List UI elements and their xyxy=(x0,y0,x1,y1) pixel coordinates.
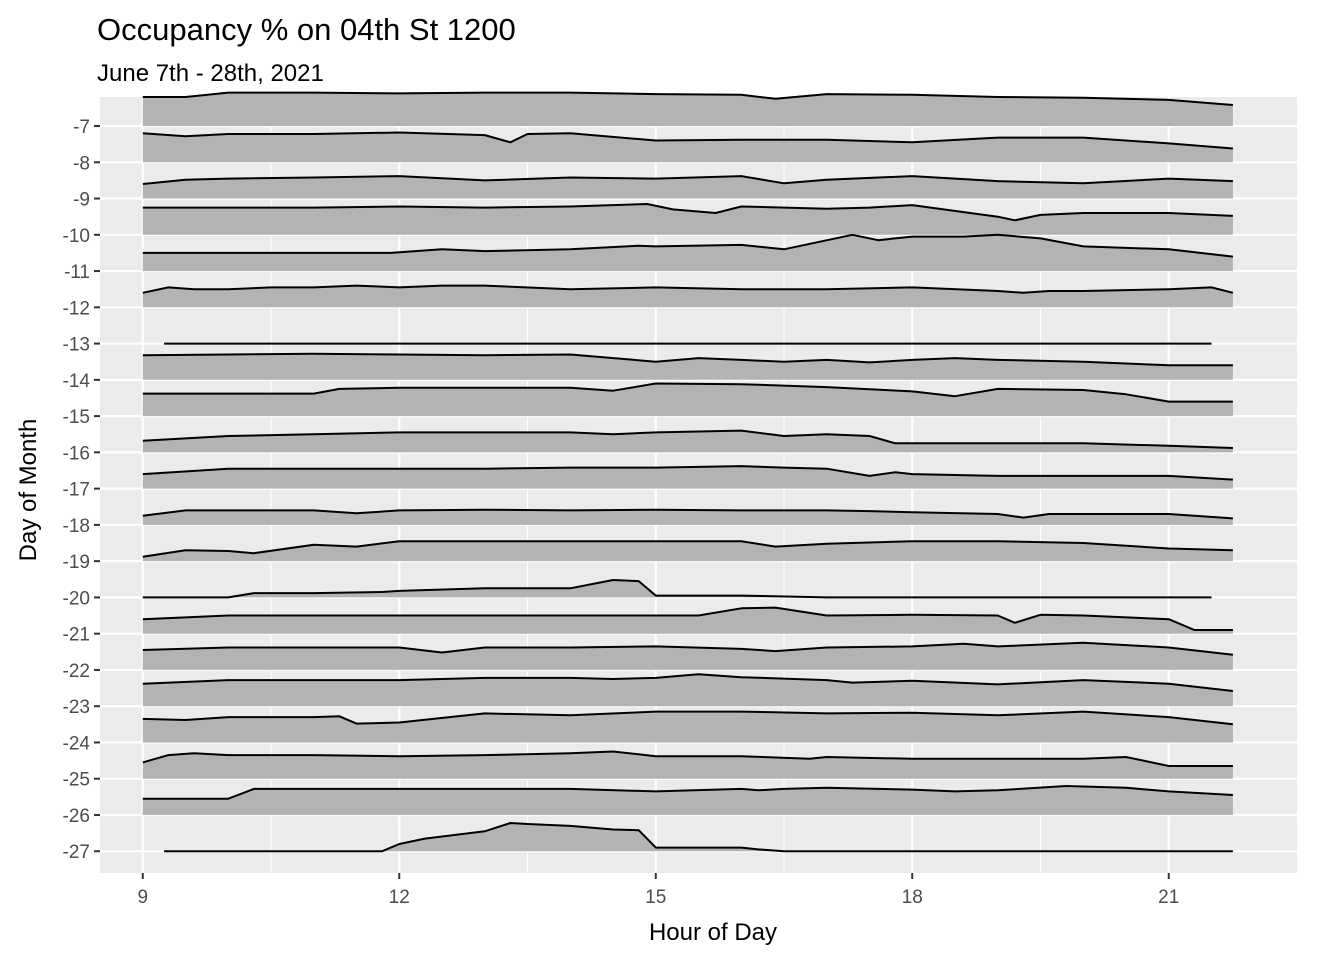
y-tick-label: -8 xyxy=(73,153,90,174)
ridge-fill xyxy=(142,353,1233,380)
ridge-fill xyxy=(142,176,1233,199)
y-axis-title: Day of Month xyxy=(15,419,42,562)
ridge-day-24 xyxy=(142,710,1234,743)
ridge-fill xyxy=(142,541,1233,562)
ridge-day-15 xyxy=(142,382,1233,417)
ridge-line xyxy=(142,131,1233,150)
x-tick-label: 9 xyxy=(137,887,148,908)
ridge-fill xyxy=(142,580,1212,598)
ridge-day-26 xyxy=(142,785,1233,815)
ridge-fill xyxy=(142,674,1233,707)
y-tick-label: -13 xyxy=(63,335,90,356)
ridge-line xyxy=(142,203,1233,222)
ridge-line xyxy=(142,429,1233,449)
y-tick-label: -7 xyxy=(73,117,90,138)
ridge-day-16 xyxy=(142,429,1233,453)
ridge-fill xyxy=(142,786,1233,815)
y-tick-label: -26 xyxy=(63,806,90,827)
ridge-line xyxy=(142,91,1233,106)
ridge-fill xyxy=(142,751,1233,779)
x-tick-label: 21 xyxy=(1158,887,1179,908)
ridge-fill xyxy=(142,430,1233,453)
ridge-day-7 xyxy=(142,91,1233,126)
y-tick-label: -18 xyxy=(63,516,90,537)
ridge-day-18 xyxy=(142,508,1233,525)
ridge-line xyxy=(142,465,1233,481)
y-tick-label: -12 xyxy=(63,298,90,319)
x-tick-label: 12 xyxy=(389,887,410,908)
ridge-day-10 xyxy=(142,203,1233,235)
y-tick-label: -15 xyxy=(63,407,90,428)
x-axis-title: Hour of Day xyxy=(649,919,777,946)
ridge-day-19 xyxy=(142,540,1233,562)
y-tick-label: -9 xyxy=(73,190,90,211)
ridge-line xyxy=(142,540,1233,558)
ridge-line xyxy=(142,710,1234,726)
ridge-line xyxy=(142,641,1234,656)
y-tick-label: -17 xyxy=(63,480,90,501)
ridge-fill xyxy=(142,466,1233,489)
ridge-line xyxy=(142,352,1233,367)
ridge-line xyxy=(142,508,1233,520)
ridge-fill xyxy=(142,285,1233,308)
y-tick-label: -11 xyxy=(64,262,90,283)
ridge-line xyxy=(142,673,1234,692)
ridge-fill xyxy=(164,823,1233,852)
ridge-fill xyxy=(142,234,1233,272)
ridge-day-23 xyxy=(142,673,1234,707)
chart-subtitle: June 7th - 28th, 2021 xyxy=(97,60,324,87)
y-tick-label: -23 xyxy=(63,697,90,718)
ridge-fill xyxy=(142,383,1233,417)
ridge-day-8 xyxy=(142,131,1233,163)
ridge-day-12 xyxy=(142,284,1234,308)
ridge-day-22 xyxy=(142,641,1234,670)
ridge-fill xyxy=(142,711,1233,743)
ridge-day-17 xyxy=(142,465,1233,489)
axes: 9 12 15 18 21 -7 -8 -9 -10 -11 -12 -13 -14 -15 -16 -17 -… xyxy=(63,117,1180,908)
y-tick-label: -16 xyxy=(63,443,90,464)
ridges xyxy=(142,91,1234,853)
y-tick-label: -20 xyxy=(63,588,90,609)
ridge-day-20 xyxy=(142,579,1212,599)
y-tick-label: -21 xyxy=(63,625,90,646)
ridge-line xyxy=(142,233,1234,258)
y-tick-label: -19 xyxy=(63,552,90,573)
x-tick-label: 15 xyxy=(645,887,666,908)
ridge-fill xyxy=(142,607,1233,634)
y-tick-label: -10 xyxy=(63,226,90,247)
ridge-day-11 xyxy=(142,233,1234,272)
ridge-line xyxy=(142,750,1233,767)
y-tick-label: -24 xyxy=(63,733,91,754)
ridge-day-21 xyxy=(142,606,1233,634)
ridge-line xyxy=(142,579,1212,599)
y-tick-label: -25 xyxy=(63,770,90,791)
ridge-day-9 xyxy=(142,175,1233,199)
ridge-line xyxy=(142,175,1233,185)
y-tick-label: -27 xyxy=(63,842,90,863)
ridge-line xyxy=(142,606,1233,631)
ridge-day-14 xyxy=(142,352,1233,380)
ridge-fill xyxy=(142,92,1233,126)
chart-title: Occupancy % on 04th St 1200 xyxy=(97,12,516,47)
y-tick-label: -22 xyxy=(63,661,90,682)
ridge-line xyxy=(142,382,1233,403)
ridge-day-27 xyxy=(164,822,1233,853)
ridge-day-25 xyxy=(142,750,1233,779)
y-tick-label: -14 xyxy=(63,371,91,392)
ridge-line xyxy=(142,284,1234,294)
x-tick-label: 18 xyxy=(902,887,923,908)
ridge-line xyxy=(142,785,1233,800)
ridge-line xyxy=(164,822,1233,853)
